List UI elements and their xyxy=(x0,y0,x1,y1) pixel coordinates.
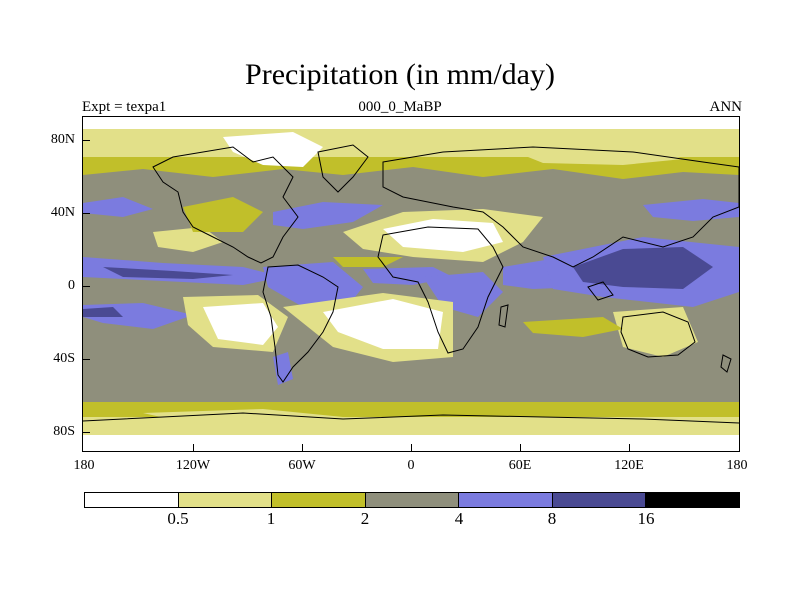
lon-label-180e: 180 xyxy=(726,458,748,473)
lat-tick xyxy=(82,213,90,214)
lat-label-40n: 40N xyxy=(50,205,75,220)
lon-tick xyxy=(193,444,194,452)
colorbar-label: 0.5 xyxy=(167,509,189,528)
lon-tick xyxy=(629,444,630,452)
storm-tracks xyxy=(83,197,739,229)
lon-label-120w: 120W xyxy=(175,458,211,473)
plot-title: Precipitation (in mm/day) xyxy=(245,58,555,91)
lat-label-80s: 80S xyxy=(53,424,75,439)
lon-label-60e: 60E xyxy=(508,458,532,473)
africa-outline xyxy=(377,226,504,354)
lon-label-60w: 60W xyxy=(288,458,316,473)
south-atlantic-white xyxy=(323,299,443,349)
lat-tick xyxy=(82,432,90,433)
colorbar-label: 2 xyxy=(360,509,370,528)
patagonia-rain xyxy=(273,352,293,385)
north-africa-olive xyxy=(333,257,403,267)
south-pacific-core xyxy=(83,307,123,317)
lat-label-80n: 80N xyxy=(50,132,75,147)
australia-outline xyxy=(620,311,696,358)
greenland-outline xyxy=(317,144,369,193)
antarctica-outline xyxy=(83,412,739,424)
sahara-white xyxy=(383,219,503,252)
colorbar-label: 1 xyxy=(266,509,276,528)
south-america-outline xyxy=(262,264,339,383)
colorbar-box-5 xyxy=(552,493,647,507)
colorbar xyxy=(84,492,740,508)
australia-yellow xyxy=(613,307,698,357)
colorbar-box-0 xyxy=(85,493,179,507)
warm-pool-core xyxy=(573,247,713,289)
lat-label-0: 0 xyxy=(68,278,75,293)
eurasia-outline xyxy=(382,146,739,268)
lat-label-40s: 40S xyxy=(53,351,75,366)
time-label: 000_0_MaBP xyxy=(358,99,442,115)
itcz-pacific-core xyxy=(103,267,233,279)
lon-label-120e: 120E xyxy=(614,458,644,473)
lon-tick xyxy=(520,444,521,452)
lat-tick xyxy=(82,359,90,360)
itcz-pacific xyxy=(83,257,283,285)
indian-olive xyxy=(523,317,623,337)
colorbar-box-1 xyxy=(178,493,273,507)
south-pole-white xyxy=(83,435,739,451)
precipitation-map xyxy=(82,116,740,452)
north-america-olive xyxy=(183,197,263,232)
lat-tick xyxy=(82,140,90,141)
lat-tick xyxy=(82,286,90,287)
pacific-storm-track xyxy=(83,197,153,217)
north-yellow-patch xyxy=(503,145,683,165)
colorbar-label: 4 xyxy=(454,509,464,528)
coastlines xyxy=(83,144,739,424)
colorbar-box-3 xyxy=(365,493,460,507)
new-zealand-outline xyxy=(720,354,732,373)
lon-label-180w: 180 xyxy=(73,458,95,473)
lon-label-0: 0 xyxy=(407,458,415,473)
colorbar-label: 16 xyxy=(637,509,655,528)
madagascar-outline xyxy=(498,304,509,328)
colorbar-box-4 xyxy=(459,493,553,507)
lon-tick xyxy=(302,444,303,452)
indonesia-outline xyxy=(587,281,614,301)
tropical-rain xyxy=(83,237,739,385)
north-pole-white xyxy=(83,117,739,129)
south-yellow-patch xyxy=(143,409,343,423)
season-label: ANN xyxy=(709,99,743,115)
colorbar-label: 8 xyxy=(547,509,557,528)
experiment-label: Expt = texpa1 xyxy=(82,99,167,115)
colorbar-box-6 xyxy=(646,493,740,507)
east-asia-storm-track xyxy=(643,199,739,221)
atlantic-storm-track xyxy=(273,202,383,229)
se-pacific-white xyxy=(203,303,278,345)
dry-zones xyxy=(153,197,698,362)
colorbar-box-2 xyxy=(272,493,366,507)
north-america-outline xyxy=(152,146,299,264)
lon-tick xyxy=(411,444,412,452)
